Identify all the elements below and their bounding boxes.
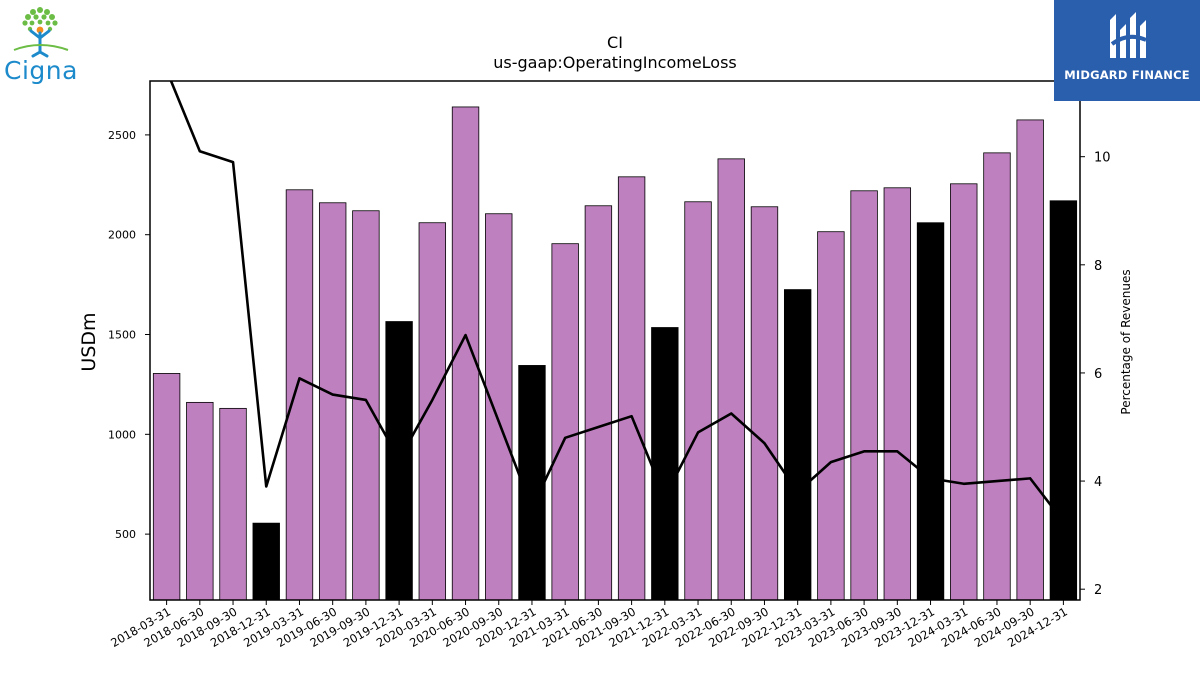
y2-axis-label: Percentage of Revenues (1119, 269, 1133, 414)
bar (950, 183, 978, 601)
y2-tick-label: 2 (1094, 583, 1102, 598)
bar (385, 321, 413, 601)
y2-tick-label: 8 (1094, 259, 1102, 274)
bar (850, 190, 878, 601)
y2-tick-label: 6 (1094, 367, 1102, 382)
midgard-finance-logo-text: MIDGARD FINANCE (1064, 68, 1190, 82)
bar (1016, 119, 1044, 601)
bar (219, 407, 247, 601)
bar (318, 202, 347, 601)
plot-frame (149, 80, 1081, 601)
bar (983, 152, 1011, 601)
bar (551, 243, 579, 601)
percentage-line (169, 81, 1065, 523)
bar (750, 206, 779, 601)
bar (418, 222, 447, 601)
y-axis-ticks: 500 1000 1500 2000 2500 (108, 129, 150, 541)
bar (651, 327, 679, 601)
y-tick-label: 2500 (108, 129, 136, 142)
bar (485, 213, 513, 601)
chart-title: CI (607, 33, 623, 52)
bar-series (152, 106, 1078, 601)
cigna-logo (13, 7, 69, 58)
y-tick-label: 2000 (108, 229, 136, 242)
bar (617, 176, 646, 601)
cigna-logo-text: Cigna (4, 56, 78, 85)
y-axis-label: USDm (78, 312, 100, 371)
chart-subtitle: us-gaap:OperatingIncomeLoss (493, 53, 737, 72)
bar (916, 222, 945, 601)
bar (252, 522, 280, 601)
midgard-finance-logo (1054, 0, 1200, 101)
bar (783, 289, 812, 601)
axes (149, 80, 1081, 601)
y-tick-label: 500 (115, 528, 136, 541)
y2-axis-ticks: 2 4 6 8 10 (1080, 151, 1111, 598)
y2-tick-label: 4 (1094, 475, 1102, 490)
bar (152, 373, 181, 601)
bar (352, 210, 380, 601)
percentage-line-series (169, 81, 1065, 523)
bar (186, 401, 214, 601)
bar (717, 158, 745, 601)
bar (1049, 200, 1078, 601)
bar (684, 201, 712, 601)
bar (817, 231, 845, 601)
bar (883, 187, 912, 601)
y2-tick-label: 10 (1094, 151, 1111, 166)
bar (584, 205, 613, 601)
y-tick-label: 1500 (108, 329, 136, 342)
x-axis-ticks: 2018-03-312018-06-302018-09-302018-12-31… (108, 600, 1070, 650)
y-tick-label: 1000 (108, 428, 136, 441)
bar (285, 189, 314, 601)
